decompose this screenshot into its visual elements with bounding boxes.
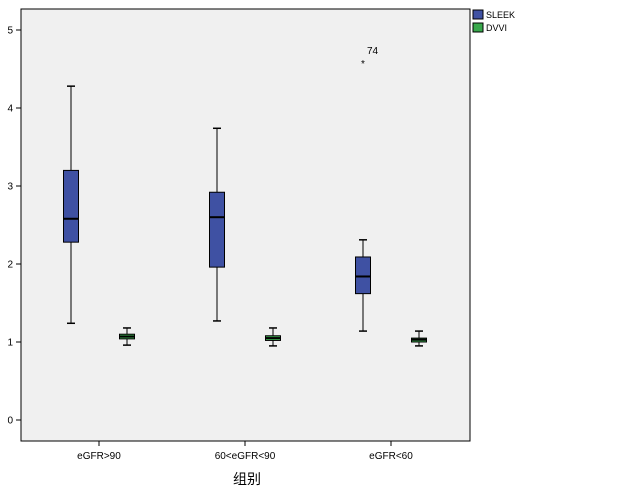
x-axis: eGFR>90 60<eGFR<90 eGFR<60 xyxy=(77,441,413,462)
y-tick-label: 1 xyxy=(7,338,13,349)
box-dvvi-1 xyxy=(265,327,281,347)
box-body xyxy=(355,256,371,295)
box-body xyxy=(209,191,225,268)
legend: SLEEK DVVI xyxy=(472,9,515,33)
box-dvvi-2 xyxy=(411,330,427,347)
x-tick-label: eGFR<60 xyxy=(369,451,413,462)
outlier-star: * xyxy=(361,59,365,70)
legend-swatch-sleek xyxy=(472,9,484,20)
y-tick-label: 2 xyxy=(7,260,13,271)
x-tick-label: eGFR>90 xyxy=(77,451,121,462)
y-tick-label: 5 xyxy=(7,26,13,37)
outlier-markers: *74 xyxy=(361,46,379,70)
legend-label-sleek: SLEEK xyxy=(486,10,515,20)
box-body xyxy=(63,169,79,243)
y-tick-label: 4 xyxy=(7,104,13,115)
box-sleek-2 xyxy=(355,239,371,332)
box-sleek-1 xyxy=(209,127,225,322)
box-sleek-0 xyxy=(63,85,79,325)
outlier-label: 74 xyxy=(367,46,379,57)
y-tick-label: 0 xyxy=(7,416,13,427)
legend-label-dvvi: DVVI xyxy=(486,23,507,33)
x-axis-title: 组别 xyxy=(233,472,261,488)
plot-area xyxy=(20,8,471,442)
legend-swatch-dvvi xyxy=(472,22,484,33)
box-dvvi-0 xyxy=(119,327,135,346)
box-series xyxy=(63,85,427,347)
y-axis: 0 1 2 3 4 5 xyxy=(7,26,21,427)
x-tick-label: 60<eGFR<90 xyxy=(215,451,276,462)
y-tick-label: 3 xyxy=(7,182,13,193)
